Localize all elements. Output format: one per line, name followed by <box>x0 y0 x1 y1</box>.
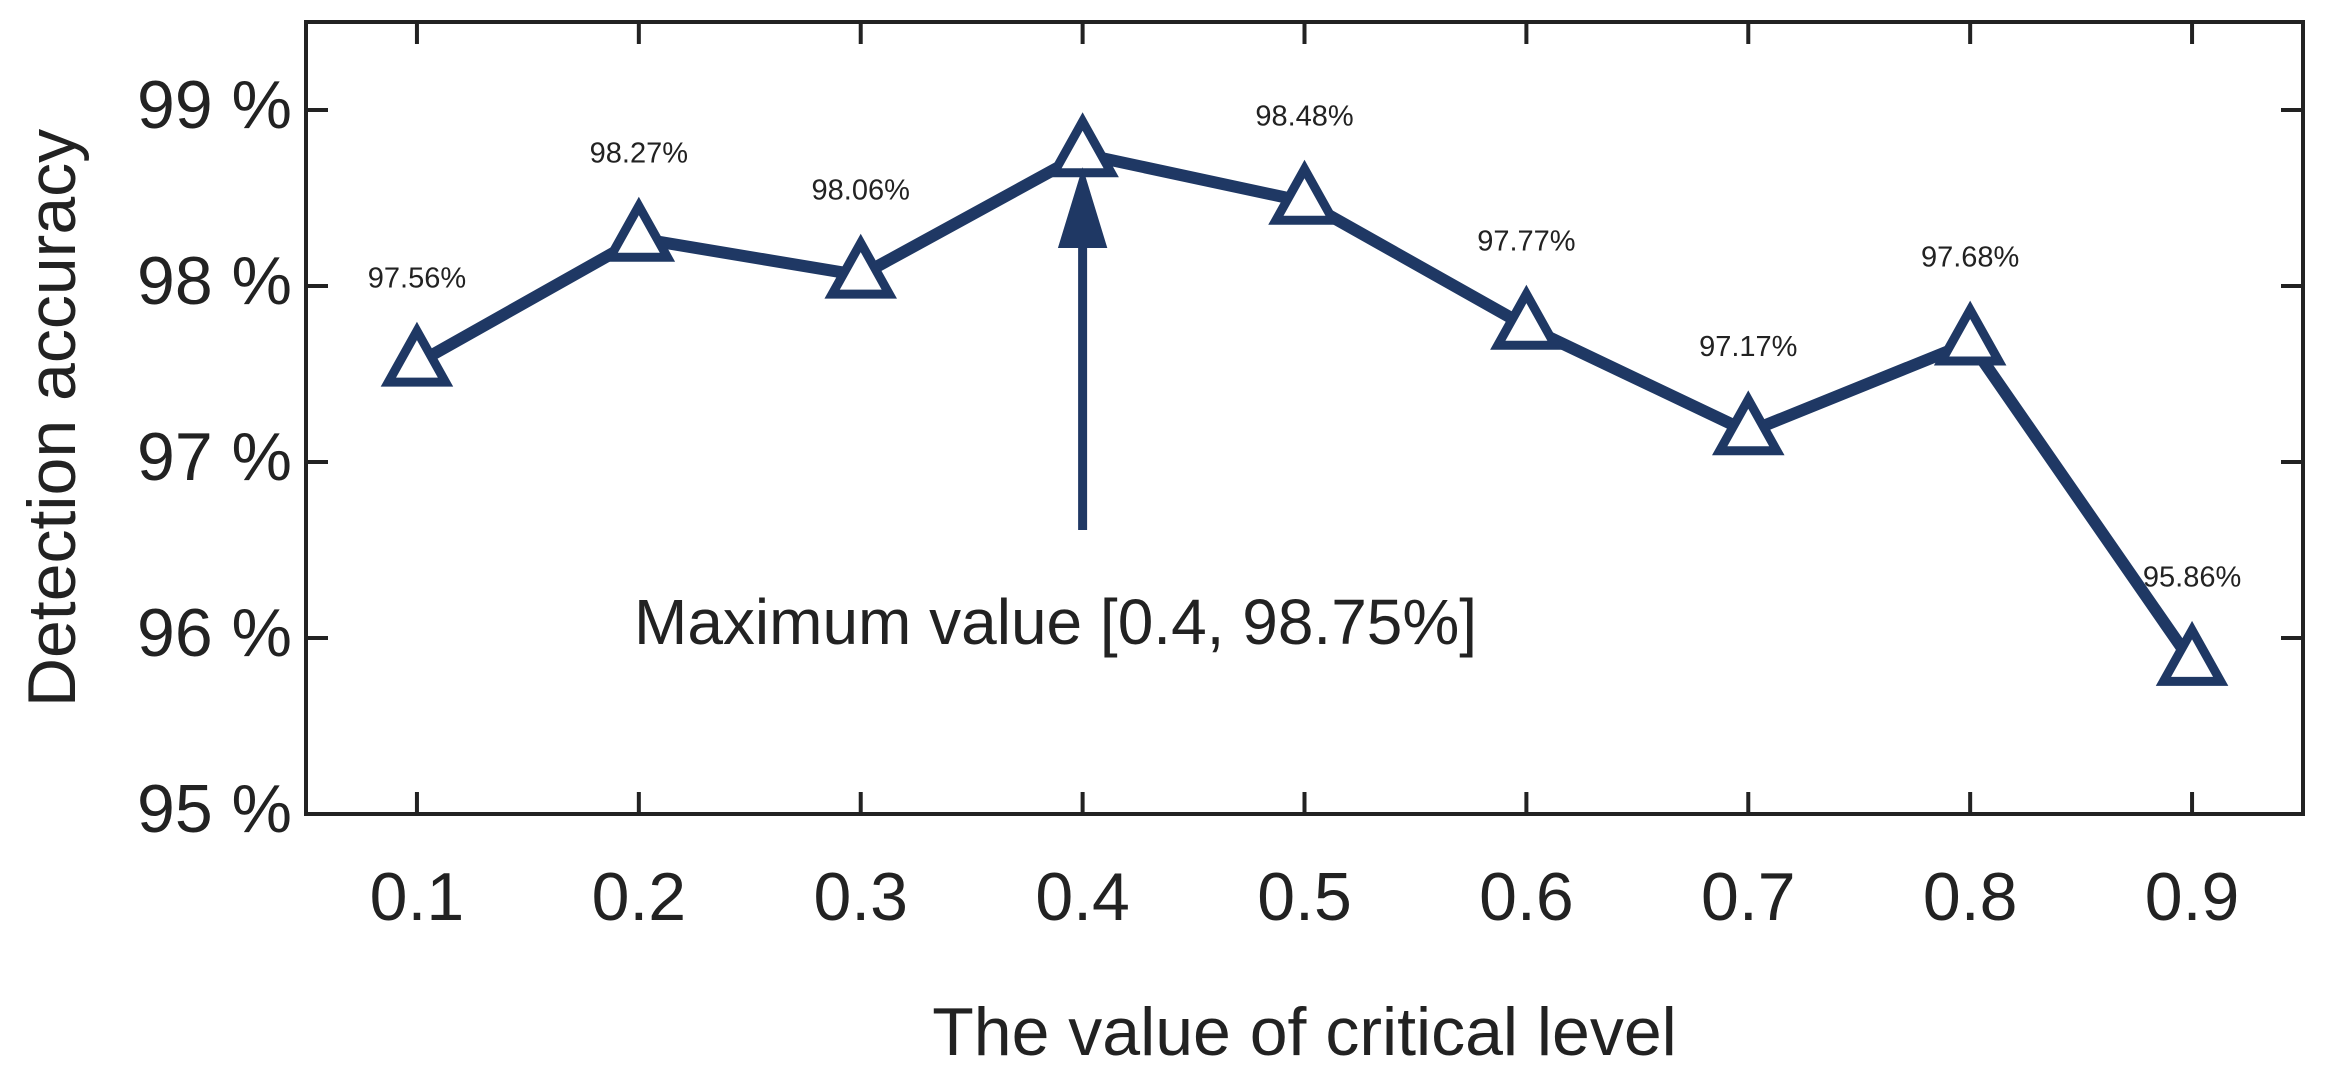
data-point-marker <box>824 233 897 299</box>
data-label: 98.48% <box>1255 101 1353 133</box>
data-label: 97.77% <box>1477 225 1575 257</box>
y-axis-title: Detection accuracy <box>14 129 90 707</box>
data-point-marker <box>1268 159 1341 225</box>
x-tick-label: 0.1 <box>370 859 465 935</box>
x-tick-label: 0.7 <box>1701 859 1796 935</box>
x-tick-label: 0.6 <box>1479 859 1574 935</box>
y-tick-label: 95 % <box>137 771 292 847</box>
x-axis-title: The value of critical level <box>932 994 1677 1070</box>
data-label: 97.56% <box>368 262 466 294</box>
data-point-marker <box>602 196 676 262</box>
series-line-group <box>380 112 2229 686</box>
annotation: Maximum value [0.4, 98.75%] <box>634 167 1477 658</box>
annotation-arrow-head <box>1057 167 1108 248</box>
x-tick-label: 0.9 <box>2145 859 2240 935</box>
data-point-marker <box>1490 284 1563 350</box>
data-point-marker <box>1712 390 1785 456</box>
data-label: 97.17% <box>1699 331 1797 363</box>
y-tick-label: 96 % <box>137 595 292 671</box>
x-tick-label: 0.3 <box>813 859 908 935</box>
annotation-text: Maximum value [0.4, 98.75%] <box>634 586 1477 658</box>
data-point-marker <box>2155 620 2229 686</box>
data-labels: 97.56% 98.27% 98.06% 98.48% 97.77% 97.17% 97.6… <box>368 101 2241 594</box>
data-label: 98.06% <box>812 174 910 206</box>
y-tick-label: 98 % <box>137 243 292 319</box>
data-label: 97.68% <box>1921 241 2019 273</box>
x-tick-label: 0.4 <box>1035 859 1130 935</box>
data-point-marker <box>1933 300 2007 366</box>
x-tick-label: 0.5 <box>1257 859 1352 935</box>
data-label: 98.27% <box>590 137 688 169</box>
y-tick-label: 97 % <box>137 419 292 495</box>
y-tick-label: 99 % <box>137 67 292 143</box>
x-tick-label: 0.8 <box>1923 859 2018 935</box>
axes: 95 % 96 % 97 % 98 % 99 % 0.1 0.2 0.3 0.4 0.5 0.6 0.… <box>14 20 2305 1070</box>
data-label: 95.86% <box>2143 562 2241 594</box>
x-tick-label: 0.2 <box>592 859 687 935</box>
data-point-marker <box>380 321 454 387</box>
